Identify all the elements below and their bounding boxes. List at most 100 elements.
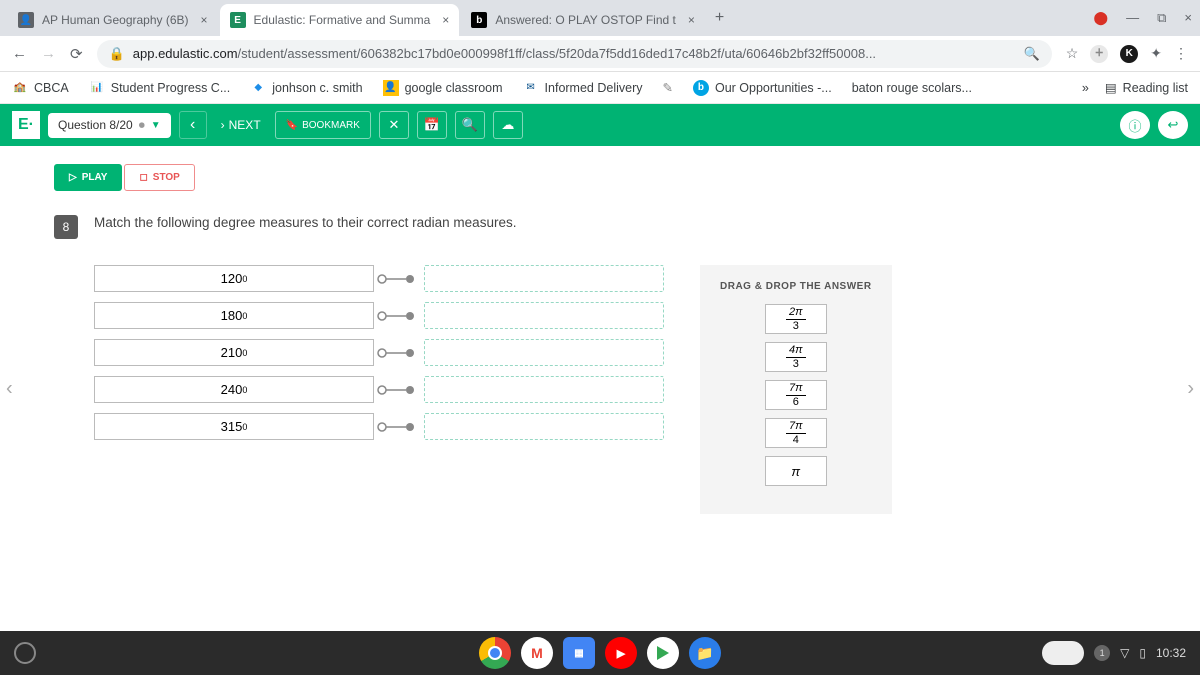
youtube-app-icon[interactable]: ▶ [605,637,637,669]
next-question-button[interactable]: › NEXT [215,118,267,132]
browser-tab-active[interactable]: E Edulastic: Formative and Summa × [220,4,460,36]
close-icon[interactable]: × [201,13,208,27]
bookmark-item[interactable]: ◆jonhson c. smith [250,80,362,96]
tab-favicon: 👤 [18,12,34,28]
answer-chip[interactable]: 4π3 [765,342,827,372]
chevron-down-icon: ▼ [151,120,161,131]
stop-button[interactable]: ◻ STOP [124,164,194,191]
question-number: 8 [54,215,78,239]
answer-chip[interactable]: π [765,456,827,486]
tab-title: AP Human Geography (6B) [42,13,189,27]
overflow-icon[interactable]: » [1082,81,1089,95]
annotation-icon[interactable]: ✎ [663,80,673,95]
bookmark-item[interactable]: ✉Informed Delivery [523,80,643,96]
bookmarks-bar: 🏫CBCA 📊Student Progress C... ◆jonhson c.… [0,72,1200,104]
tab-title: Answered: O PLAY OSTOP Find t [495,13,676,27]
answer-chip[interactable]: 7π6 [765,380,827,410]
connector-icon [374,274,424,284]
drop-zone[interactable] [424,339,664,366]
answer-panel: DRAG & DROP THE ANSWER 2π3 4π3 7π6 7π4 π [700,265,892,514]
files-app-icon[interactable]: 📁 [689,637,721,669]
battery-icon[interactable]: ▯ [1139,646,1146,660]
url-input[interactable]: 🔒 app.edulastic.com/student/assessment/6… [97,40,1052,68]
caution-icon: ⏺ [139,118,145,133]
back-icon[interactable]: ← [12,45,27,63]
reload-icon[interactable]: ⟳ [70,45,83,63]
gmail-app-icon[interactable]: M [521,637,553,669]
bookmark-item[interactable]: 📊Student Progress C... [89,80,231,96]
forward-icon[interactable]: → [41,45,56,63]
chrome-app-icon[interactable] [479,637,511,669]
extensions-icon[interactable]: ✦ [1150,45,1162,62]
drop-zone[interactable] [424,302,664,329]
bookmark-favicon: 📊 [89,80,105,96]
connector-icon [374,348,424,358]
maximize-icon[interactable]: ⧉ [1157,10,1166,26]
drop-zone[interactable] [424,413,664,440]
prev-question-button[interactable]: ‹ [179,111,207,139]
match-row: 2400 [94,376,664,403]
menu-icon[interactable]: ⋮ [1174,45,1188,62]
reading-list-icon: ▤ [1105,80,1117,95]
connector-icon [374,311,424,321]
search-in-page-icon[interactable]: 🔍 [1024,46,1040,62]
close-icon[interactable]: × [442,13,449,27]
close-window-icon[interactable]: × [1184,10,1192,26]
status-pill[interactable] [1042,641,1084,665]
question-content: ‹ › ▷ PLAY ◻ STOP 8 Match the following … [0,146,1200,631]
match-row: 1200 [94,265,664,292]
browser-tab[interactable]: 👤 AP Human Geography (6B) × [8,4,218,36]
tab-favicon: b [471,12,487,28]
play-button[interactable]: ▷ PLAY [54,164,122,191]
drop-zone[interactable] [424,265,664,292]
accessibility-button[interactable]: ⓘ [1120,111,1150,139]
bookmark-favicon: 🏫 [12,80,28,96]
answer-chip[interactable]: 7π4 [765,418,827,448]
url-path: /student/assessment/606382bc17bd0e000998… [238,46,877,61]
drop-zone[interactable] [424,376,664,403]
question-text: Match the following degree measures to t… [94,215,516,230]
close-icon[interactable]: × [688,13,695,27]
minimize-icon[interactable]: — [1126,10,1139,26]
cloud-button[interactable]: ☁ [493,111,523,139]
next-page-chevron[interactable]: › [1187,377,1194,400]
match-label: 3150 [94,413,374,440]
extension-k-icon[interactable]: K [1120,45,1138,63]
taskbar-apps: M ▦ ▶ 📁 [479,637,721,669]
exit-button[interactable]: ↩ [1158,111,1188,139]
match-label: 1200 [94,265,374,292]
browser-tab[interactable]: b Answered: O PLAY OSTOP Find t × [461,4,705,36]
taskbar: M ▦ ▶ 📁 1 ▽ ▯ 10:32 [0,631,1200,675]
bookmark-favicon: b [693,80,709,96]
calculator-button[interactable]: 📅 [417,111,447,139]
zoom-button[interactable]: 🔍 [455,111,485,139]
bookmark-favicon: 👤 [383,80,399,96]
bookmark-favicon: ◆ [250,80,266,96]
match-row: 1800 [94,302,664,329]
launcher-icon[interactable] [14,642,36,664]
prev-page-chevron[interactable]: ‹ [6,377,13,400]
notification-icon[interactable]: 1 [1094,645,1110,661]
match-row: 3150 [94,413,664,440]
extension-icon[interactable]: ⵜ [1090,45,1108,63]
docs-app-icon[interactable]: ▦ [563,637,595,669]
bookmark-button[interactable]: 🔖 BOOKMARK [275,111,371,139]
wifi-icon[interactable]: ▽ [1120,646,1129,660]
new-tab-button[interactable]: + [715,9,724,27]
bookmark-item[interactable]: 🏫CBCA [12,80,69,96]
clear-button[interactable]: ✕ [379,111,409,139]
reading-list-label[interactable]: Reading list [1123,81,1188,95]
question-indicator[interactable]: Question 8/20 ⏺ ▼ [48,113,171,138]
bookmark-item[interactable]: bOur Opportunities -... [693,80,832,96]
playstore-app-icon[interactable] [647,637,679,669]
answer-chip[interactable]: 2π3 [765,304,827,334]
bookmark-item[interactable]: baton rouge scolars... [852,81,972,95]
alert-icon[interactable]: ⬤ [1094,10,1109,26]
clock[interactable]: 10:32 [1156,646,1186,660]
address-bar: ← → ⟳ 🔒 app.edulastic.com/student/assess… [0,36,1200,72]
bookmark-item[interactable]: 👤google classroom [383,80,503,96]
app-logo: E· [12,111,40,139]
match-label: 2100 [94,339,374,366]
star-icon[interactable]: ☆ [1066,45,1079,62]
app-header: E· Question 8/20 ⏺ ▼ ‹ › NEXT 🔖 BOOKMARK… [0,104,1200,146]
